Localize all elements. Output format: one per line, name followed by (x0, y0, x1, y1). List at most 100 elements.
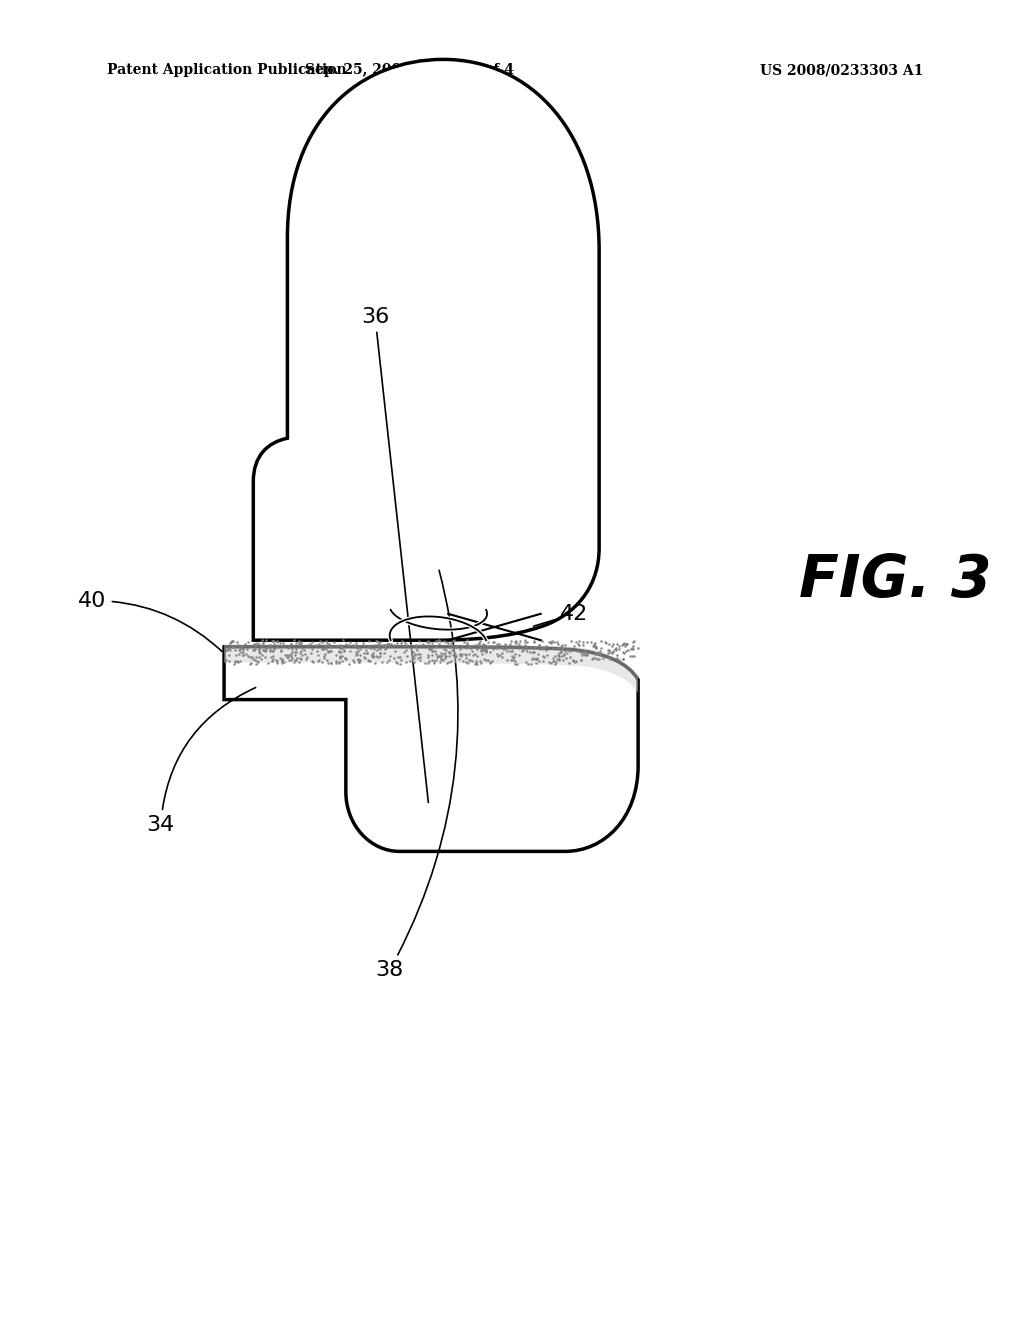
Point (412, 649, 428, 671)
Point (340, 634, 356, 655)
Point (553, 636, 569, 657)
Point (420, 644, 436, 665)
Point (580, 645, 596, 667)
Point (439, 632, 456, 653)
Point (591, 649, 607, 671)
Point (301, 634, 317, 655)
Point (512, 631, 528, 652)
Point (238, 643, 254, 664)
Point (426, 640, 442, 661)
Point (528, 652, 545, 673)
Point (389, 647, 406, 668)
Point (605, 642, 622, 663)
Point (254, 635, 270, 656)
Point (458, 644, 474, 665)
Point (494, 647, 510, 668)
Point (432, 651, 449, 672)
Text: 36: 36 (360, 306, 428, 803)
Point (477, 634, 494, 655)
Point (318, 638, 335, 659)
Point (332, 638, 348, 659)
Point (367, 635, 383, 656)
Point (316, 645, 333, 667)
Point (516, 632, 532, 653)
Point (488, 638, 505, 659)
Point (227, 645, 244, 667)
Point (442, 643, 459, 664)
Point (580, 631, 596, 652)
Point (289, 648, 305, 669)
Point (329, 644, 345, 665)
Point (332, 635, 348, 656)
Point (565, 635, 582, 656)
Point (617, 634, 634, 655)
Point (298, 649, 314, 671)
Point (376, 642, 392, 663)
Point (556, 644, 572, 665)
Point (503, 630, 519, 651)
Point (246, 634, 262, 655)
Point (492, 638, 508, 659)
Point (389, 652, 406, 673)
Point (256, 647, 272, 668)
Point (589, 643, 605, 664)
Point (554, 635, 570, 656)
Point (454, 635, 470, 656)
Point (558, 648, 574, 669)
Point (458, 638, 474, 659)
Point (367, 653, 383, 675)
Point (459, 630, 475, 651)
Point (372, 645, 388, 667)
Point (625, 635, 641, 656)
Point (452, 648, 468, 669)
Point (519, 640, 536, 661)
Point (599, 643, 615, 664)
Point (305, 651, 322, 672)
Point (337, 647, 353, 668)
Point (433, 645, 450, 667)
Point (474, 639, 490, 660)
Point (525, 642, 542, 663)
Point (264, 649, 281, 671)
Point (547, 645, 563, 667)
Point (446, 647, 463, 668)
Point (441, 636, 458, 657)
Point (345, 635, 361, 656)
Point (299, 647, 315, 668)
Point (515, 639, 531, 660)
Point (223, 630, 240, 651)
Point (291, 630, 307, 651)
Point (412, 634, 428, 655)
Point (545, 638, 561, 659)
Point (573, 649, 590, 671)
Point (514, 640, 530, 661)
Point (624, 645, 640, 667)
Point (436, 631, 453, 652)
Point (281, 649, 297, 671)
Point (251, 642, 267, 663)
Point (234, 642, 251, 663)
Point (397, 632, 414, 653)
Point (489, 643, 506, 664)
Point (265, 631, 282, 652)
Point (314, 639, 331, 660)
Point (429, 647, 445, 668)
Point (456, 631, 472, 652)
Point (316, 644, 333, 665)
Point (524, 649, 541, 671)
Point (319, 652, 336, 673)
Point (369, 631, 385, 652)
Point (587, 632, 603, 653)
Point (601, 648, 617, 669)
Point (592, 631, 608, 652)
Point (424, 644, 440, 665)
Point (386, 635, 402, 656)
Point (516, 635, 532, 656)
Point (587, 643, 603, 664)
Point (507, 632, 523, 653)
Point (483, 651, 500, 672)
Point (308, 640, 325, 661)
Point (620, 639, 636, 660)
Point (626, 645, 642, 667)
Point (381, 649, 397, 671)
